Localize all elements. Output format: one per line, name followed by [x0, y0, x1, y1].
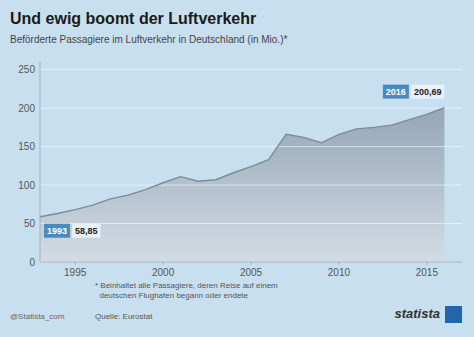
annotation-value: 58,85: [75, 226, 98, 236]
footnote: * Beinhaltet alle Passagiere, deren Reis…: [95, 281, 278, 300]
subtitle: Beförderte Passagiere im Luftverkehr in …: [10, 34, 287, 45]
annotation: 1993 58,85: [47, 226, 98, 236]
y-tick-label: 50: [24, 218, 36, 229]
source: Quelle: Eurostat: [95, 312, 153, 321]
plot-area: [40, 70, 462, 262]
title: Und ewig boomt der Luftverkehr: [10, 10, 256, 27]
x-tick: [338, 262, 339, 265]
x-tick-label: 2015: [416, 267, 439, 278]
annotation-box: [411, 85, 445, 99]
y-tick-label: 200: [18, 103, 35, 114]
y-tick-label: 100: [18, 180, 35, 191]
y-axis: [40, 62, 41, 262]
annotation-box: [72, 224, 101, 238]
grid-line: [40, 185, 462, 186]
x-tick: [426, 262, 427, 265]
annotation-year: 1993: [47, 226, 67, 236]
footnote-line: deutschen Flughafen begann oder endete: [95, 291, 249, 300]
x-tick: [163, 262, 164, 265]
grid-line: [40, 262, 462, 263]
grid-line: [40, 223, 462, 224]
x-tick-label: 2010: [328, 267, 351, 278]
annotation: 2016 200,69: [386, 87, 442, 97]
annotation-value: 200,69: [414, 87, 442, 97]
x-tick-label: 2000: [152, 267, 175, 278]
branding: statista: [394, 306, 440, 321]
y-tick-label: 150: [18, 141, 35, 152]
annotation-year: 2016: [386, 87, 406, 97]
footnote-line: * Beinhaltet alle Passagiere, deren Reis…: [95, 281, 278, 290]
annotation-box: [383, 85, 409, 99]
grid-line: [40, 108, 462, 109]
grid-line: [40, 146, 462, 147]
x-tick-label: 1995: [64, 267, 87, 278]
grid-line: [40, 69, 462, 70]
handle: @Statista_com: [10, 312, 65, 321]
x-tick: [251, 262, 252, 265]
line: [40, 108, 444, 217]
y-tick-label: 250: [18, 64, 35, 75]
x-tick-label: 2005: [240, 267, 263, 278]
annotation-box: [44, 224, 70, 238]
logo: [445, 306, 462, 323]
x-tick: [75, 262, 76, 265]
background: [0, 0, 474, 337]
y-tick-label: 0: [29, 257, 35, 268]
